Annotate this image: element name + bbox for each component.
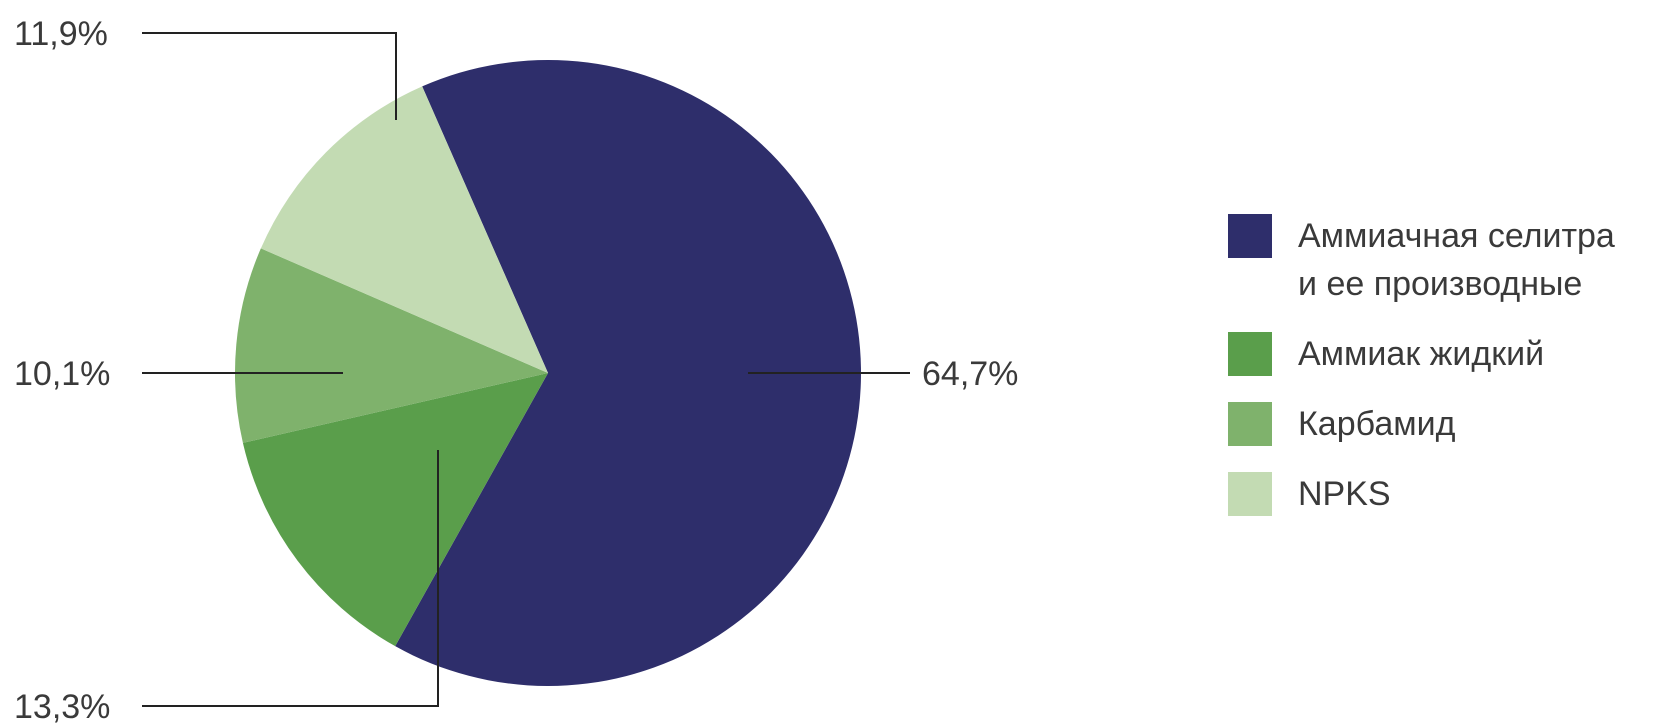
value-label-npks: 11,9%: [14, 15, 108, 53]
legend-swatch-ammonium-nitrate: [1228, 214, 1272, 258]
callout-line-ammonia: [142, 450, 439, 707]
legend-item-ammonium-nitrate: Аммиачная селитра и ее производные: [1228, 212, 1615, 308]
legend-swatch-npks: [1228, 472, 1272, 516]
pie-slice-ammonium-nitrate: [395, 60, 862, 687]
legend-swatch-ammonia: [1228, 332, 1272, 376]
legend-swatch-carbamide: [1228, 402, 1272, 446]
pie-slices: [234, 60, 862, 687]
value-label-carbamide: 10,1%: [14, 355, 110, 393]
value-label-ammonium-nitrate: 64,7%: [922, 355, 1018, 393]
legend: Аммиачная селитра и ее производные Аммиа…: [1228, 212, 1615, 540]
pie-slice-npks: [260, 86, 548, 374]
legend-label-ammonia: Аммиак жидкий: [1298, 335, 1545, 373]
value-label-ammonia: 13,3%: [14, 688, 110, 726]
legend-item-npks: NPKS: [1228, 470, 1615, 518]
legend-label-carbamide: Карбамид: [1298, 405, 1456, 443]
legend-item-carbamide: Карбамид: [1228, 400, 1615, 448]
callout-line-npks: [142, 32, 397, 120]
legend-label-npks: NPKS: [1298, 475, 1391, 513]
legend-label-ammonium-nitrate: Аммиачная селитра и ее производные: [1298, 217, 1615, 303]
pie-slice-ammonia: [242, 373, 548, 647]
pie-callouts: [142, 32, 910, 707]
legend-item-ammonia: Аммиак жидкий: [1228, 330, 1615, 378]
pie-slice-carbamide: [234, 248, 549, 443]
